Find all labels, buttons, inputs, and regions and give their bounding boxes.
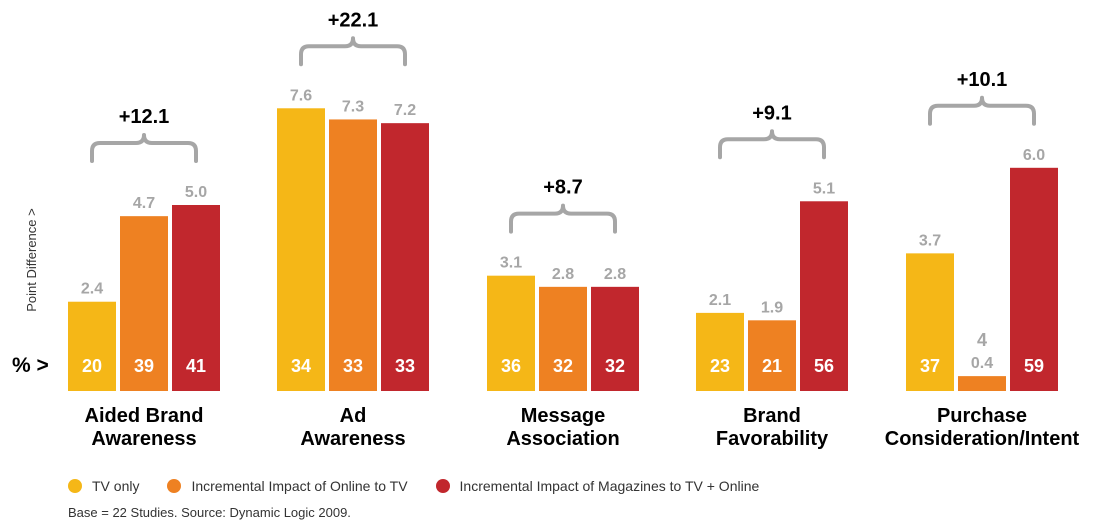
- value-label: 7.6: [290, 87, 312, 104]
- base-label: 37: [920, 356, 940, 376]
- bracket: [299, 36, 407, 67]
- bracket-label: +8.7: [543, 177, 582, 199]
- base-label: 21: [762, 356, 782, 376]
- category-label: Ad: [340, 405, 367, 427]
- value-label: 2.1: [709, 292, 731, 309]
- base-label: 59: [1024, 356, 1044, 376]
- bar: [120, 216, 168, 391]
- legend-item-magazines: Incremental Impact of Magazines to TV + …: [435, 478, 760, 494]
- value-label: 5.1: [813, 180, 835, 197]
- bar: [906, 253, 954, 391]
- base-label: 33: [343, 356, 363, 376]
- bar: [277, 108, 325, 391]
- bar: [329, 119, 377, 391]
- bar: [381, 123, 429, 391]
- base-label: 4: [977, 330, 987, 350]
- category-label: Purchase: [937, 405, 1027, 427]
- legend-swatch-online: [167, 479, 182, 493]
- category-label: Association: [506, 428, 619, 450]
- base-label: 41: [186, 356, 206, 376]
- bracket: [718, 129, 826, 160]
- bar: [748, 320, 796, 391]
- legend-label: Incremental Impact of Magazines to TV + …: [459, 478, 760, 494]
- bar: [591, 286, 639, 391]
- base-label: 39: [134, 356, 154, 376]
- base-label: 56: [814, 356, 834, 376]
- bracket: [509, 203, 617, 234]
- bar: [958, 376, 1006, 391]
- legend-swatch-tv-only: [68, 479, 82, 493]
- category-label: Message: [521, 405, 606, 427]
- base-label: 33: [395, 356, 415, 376]
- value-label: 3.1: [500, 255, 522, 272]
- base-label: 32: [605, 356, 625, 376]
- y-axis-label: Point Difference >: [24, 208, 39, 311]
- bracket: [90, 133, 198, 163]
- legend-item-tv-only: TV only: [68, 478, 139, 494]
- category-label: Consideration/Intent: [885, 428, 1080, 450]
- category-label: Awareness: [300, 428, 405, 450]
- bar: [539, 286, 587, 391]
- row-label: % >: [12, 354, 49, 377]
- value-label: 4.7: [133, 195, 155, 212]
- bracket-label: +22.1: [328, 9, 379, 31]
- value-label: 5.0: [185, 184, 207, 201]
- bar: [68, 301, 116, 391]
- value-label: 1.9: [761, 299, 783, 316]
- bar: [487, 275, 535, 391]
- value-label: 3.7: [919, 232, 941, 249]
- bar: [1010, 167, 1058, 391]
- bar: [172, 205, 220, 391]
- value-label: 7.3: [342, 98, 364, 115]
- bracket: [928, 95, 1036, 126]
- base-label: 34: [291, 356, 311, 376]
- bar: [696, 312, 744, 391]
- value-label: 2.4: [81, 281, 103, 298]
- category-label: Awareness: [91, 428, 196, 450]
- bracket-label: +10.1: [957, 69, 1008, 91]
- value-label: 2.8: [552, 266, 574, 283]
- legend-swatch-magazines: [435, 479, 450, 493]
- base-label: 20: [82, 356, 102, 376]
- legend-label: TV only: [92, 478, 140, 494]
- legend-item-online: Incremental Impact of Online to TV: [167, 478, 408, 494]
- value-label: 2.8: [604, 266, 626, 283]
- category-label: Aided Brand: [85, 405, 204, 427]
- category-label: Brand: [743, 405, 801, 427]
- category-label: Favorability: [716, 428, 829, 450]
- base-label: 36: [501, 356, 521, 376]
- value-label: 0.4: [971, 355, 993, 372]
- bracket-label: +9.1: [752, 102, 791, 124]
- base-label: 23: [710, 356, 730, 376]
- base-label: 32: [553, 356, 573, 376]
- legend: TV only Incremental Impact of Online to …: [68, 478, 787, 494]
- bracket-label: +12.1: [119, 106, 170, 128]
- value-label: 6.0: [1023, 147, 1045, 164]
- legend-label: Incremental Impact of Online to TV: [191, 478, 408, 494]
- bar: [800, 201, 848, 391]
- value-label: 7.2: [394, 102, 416, 119]
- source-note: Base = 22 Studies. Source: Dynamic Logic…: [68, 505, 351, 520]
